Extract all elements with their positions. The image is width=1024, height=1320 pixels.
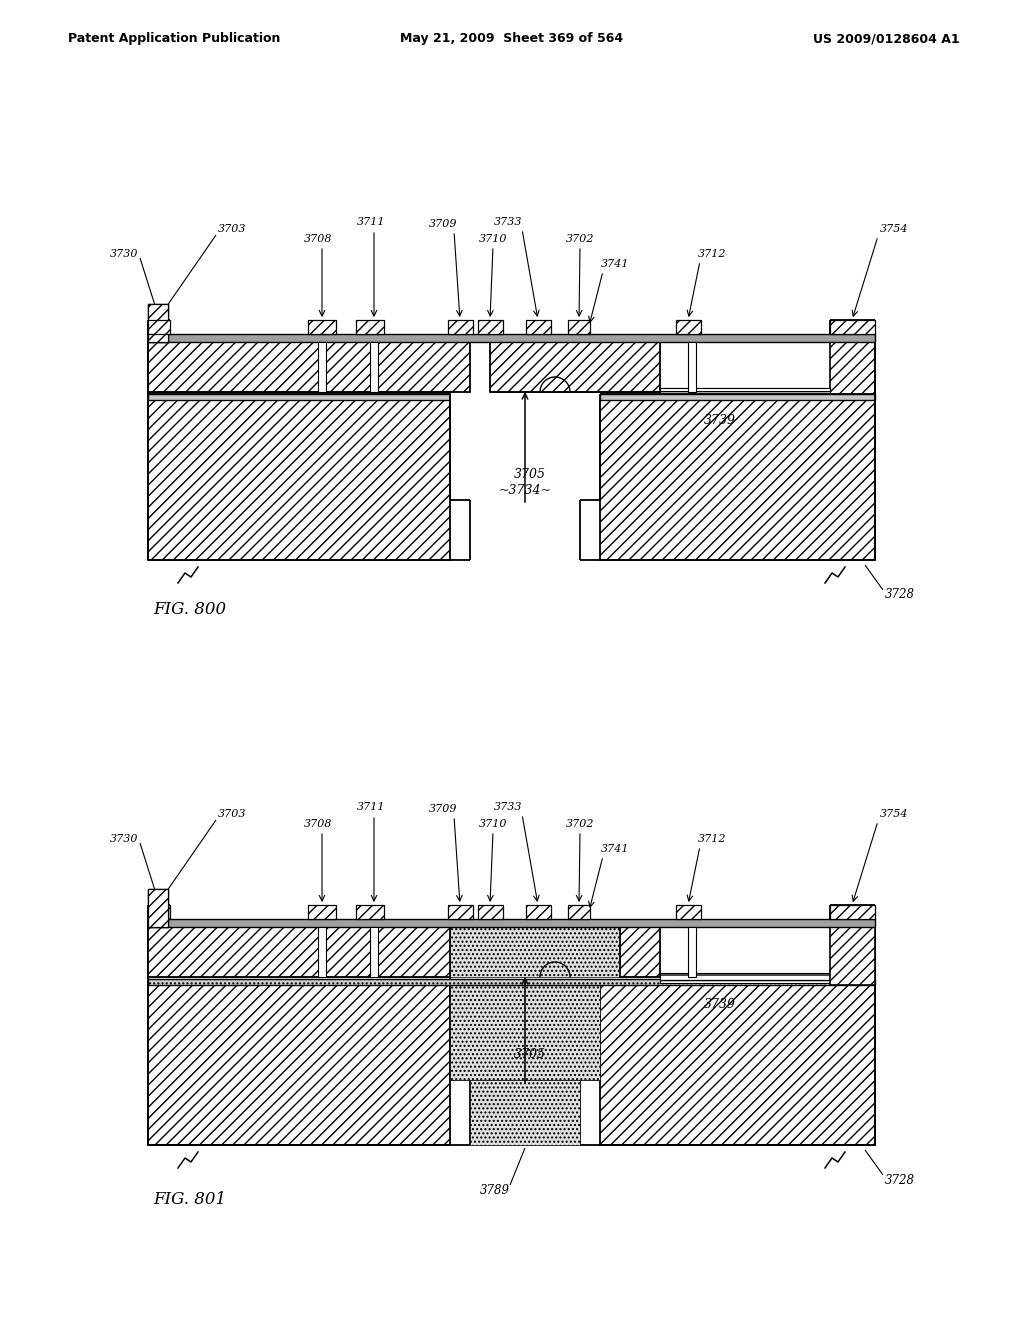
- Bar: [356, 906, 384, 919]
- Bar: [660, 388, 830, 399]
- Bar: [526, 319, 551, 334]
- Bar: [478, 319, 503, 334]
- Text: 3702: 3702: [565, 234, 594, 244]
- Text: 3708: 3708: [304, 234, 332, 244]
- Text: FIG. 801: FIG. 801: [153, 1192, 226, 1209]
- Text: 3741: 3741: [601, 259, 630, 269]
- Text: 3712: 3712: [698, 834, 726, 843]
- Text: FIG. 800: FIG. 800: [153, 602, 226, 619]
- Bar: [449, 906, 473, 919]
- Text: ~3734~: ~3734~: [499, 483, 552, 496]
- Bar: [308, 906, 336, 919]
- Bar: [148, 888, 168, 927]
- Bar: [148, 985, 450, 1144]
- Bar: [676, 319, 701, 334]
- Text: 3705: 3705: [514, 469, 546, 482]
- Bar: [688, 342, 696, 392]
- Bar: [370, 927, 378, 977]
- Text: 3705: 3705: [514, 1048, 546, 1061]
- Text: 3708: 3708: [304, 818, 332, 829]
- Text: 3733: 3733: [494, 216, 522, 227]
- Text: 3728: 3728: [885, 1173, 915, 1187]
- Bar: [830, 319, 874, 334]
- Bar: [449, 319, 473, 334]
- Text: 3710: 3710: [479, 818, 507, 829]
- Text: 3741: 3741: [601, 843, 630, 854]
- Text: 3712: 3712: [698, 249, 726, 259]
- Text: 3702: 3702: [565, 818, 594, 829]
- Bar: [308, 319, 336, 334]
- Bar: [148, 919, 874, 927]
- Text: 3703: 3703: [218, 224, 247, 234]
- Bar: [450, 393, 600, 400]
- Text: 3754: 3754: [880, 224, 908, 234]
- Text: 3739: 3739: [705, 998, 736, 1011]
- Text: 3710: 3710: [479, 234, 507, 244]
- Text: 3711: 3711: [356, 216, 385, 227]
- Bar: [318, 927, 326, 977]
- Bar: [148, 334, 874, 342]
- Bar: [620, 927, 660, 977]
- Bar: [660, 973, 830, 983]
- Bar: [830, 326, 874, 400]
- Bar: [356, 319, 384, 334]
- Bar: [600, 985, 874, 1144]
- Bar: [318, 342, 326, 392]
- Text: Patent Application Publication: Patent Application Publication: [68, 32, 281, 45]
- Text: 3733: 3733: [494, 803, 522, 812]
- Text: 3709: 3709: [429, 219, 458, 228]
- Bar: [688, 927, 696, 977]
- Bar: [676, 906, 701, 919]
- Text: May 21, 2009  Sheet 369 of 564: May 21, 2009 Sheet 369 of 564: [400, 32, 624, 45]
- Text: US 2009/0128604 A1: US 2009/0128604 A1: [813, 32, 961, 45]
- Bar: [490, 342, 660, 392]
- Text: 3754: 3754: [880, 809, 908, 818]
- Bar: [568, 319, 590, 334]
- Bar: [148, 393, 450, 400]
- Bar: [148, 927, 450, 977]
- Bar: [148, 342, 470, 392]
- Bar: [660, 388, 830, 399]
- Text: 3703: 3703: [218, 809, 247, 818]
- Bar: [830, 911, 874, 985]
- Bar: [568, 906, 590, 919]
- Bar: [148, 400, 450, 560]
- Bar: [148, 979, 874, 985]
- Text: 3739: 3739: [705, 413, 736, 426]
- Text: 3711: 3711: [356, 803, 385, 812]
- Text: 3730: 3730: [110, 249, 138, 259]
- Bar: [526, 906, 551, 919]
- Bar: [148, 888, 168, 927]
- Bar: [450, 985, 600, 1080]
- Bar: [470, 1080, 580, 1144]
- Bar: [370, 342, 378, 392]
- Bar: [148, 304, 168, 342]
- Bar: [600, 393, 874, 400]
- Text: 3709: 3709: [429, 804, 458, 814]
- Bar: [148, 304, 168, 342]
- Text: 3728: 3728: [885, 589, 915, 602]
- Bar: [478, 906, 503, 919]
- Text: 3789: 3789: [480, 1184, 510, 1196]
- Bar: [148, 927, 650, 977]
- Text: 3730: 3730: [110, 834, 138, 843]
- Bar: [148, 319, 170, 334]
- Bar: [830, 906, 874, 919]
- Bar: [600, 400, 874, 560]
- Bar: [148, 906, 170, 919]
